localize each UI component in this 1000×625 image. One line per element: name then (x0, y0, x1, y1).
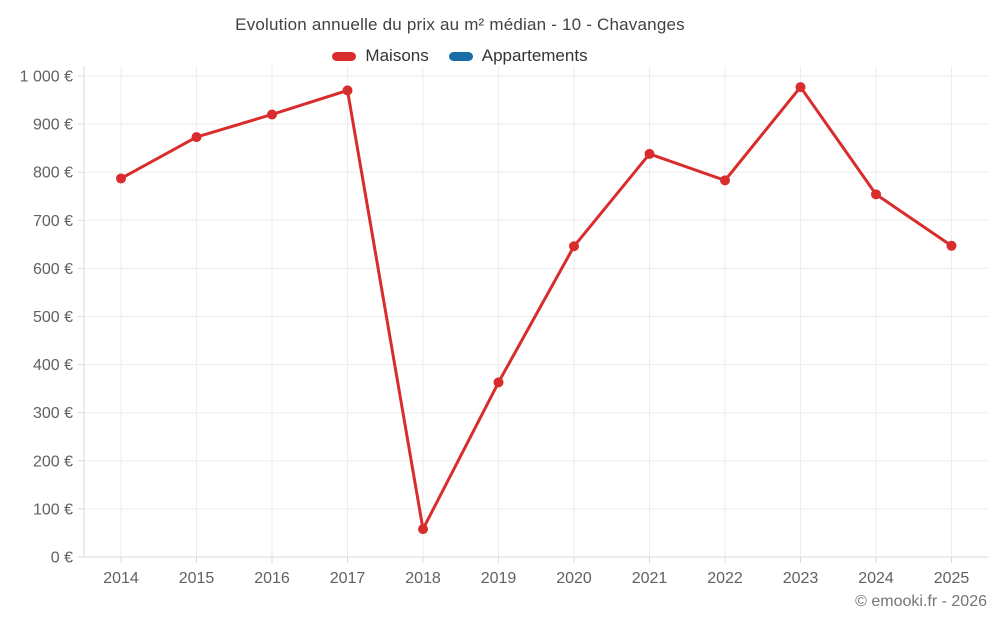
maisons-legend-swatch-icon (332, 51, 357, 61)
data-point-maisons-2023[interactable] (795, 82, 806, 93)
x-axis-label-2018: 2018 (405, 570, 441, 587)
x-axis-label-2019: 2019 (481, 570, 517, 587)
y-axis-label-900: 900 € (33, 117, 73, 134)
x-axis-label-2017: 2017 (330, 570, 366, 587)
x-axis-label-2020: 2020 (556, 570, 592, 587)
data-point-maisons-2024[interactable] (871, 189, 881, 200)
x-axis-label-2014: 2014 (103, 570, 139, 587)
x-axis-label-2015: 2015 (179, 570, 215, 587)
y-axis-label-800: 800 € (33, 165, 73, 182)
x-axis-label-2023: 2023 (783, 570, 819, 587)
data-point-maisons-2019[interactable] (493, 377, 504, 388)
x-axis-label-2016: 2016 (254, 570, 290, 587)
appartements-legend-swatch-icon (448, 51, 473, 61)
chart-legend: Maisons Appartements (0, 46, 920, 66)
data-point-maisons-2017[interactable] (342, 85, 353, 96)
data-point-maisons-2018[interactable] (418, 524, 428, 535)
y-axis-label-200: 200 € (33, 453, 73, 470)
data-point-maisons-2021[interactable] (644, 148, 655, 159)
data-point-maisons-2015[interactable] (191, 132, 202, 143)
data-point-maisons-2022[interactable] (720, 175, 730, 186)
y-axis-label-400: 400 € (33, 357, 73, 374)
data-point-maisons-2016[interactable] (267, 109, 277, 120)
y-axis-label-500: 500 € (33, 309, 73, 326)
data-point-maisons-2025[interactable] (946, 240, 957, 251)
y-axis-label-300: 300 € (33, 405, 73, 422)
legend-item-appartements[interactable]: Appartements (448, 46, 588, 66)
y-axis-label-100: 100 € (33, 501, 73, 518)
series-line-maisons (119, 85, 953, 531)
data-point-maisons-2014[interactable] (116, 173, 126, 184)
x-axis-label-2024: 2024 (858, 570, 894, 587)
x-axis-label-2022: 2022 (707, 570, 743, 587)
y-axis-label-1000: 1 000 € (20, 69, 73, 86)
legend-label-appartements: Appartements (481, 46, 588, 65)
chart-title: Evolution annuelle du prix au m² médian … (235, 15, 685, 34)
legend-label-maisons: Maisons (365, 46, 429, 65)
legend-item-maisons[interactable]: Maisons (332, 46, 429, 66)
data-point-maisons-2020[interactable] (569, 241, 579, 252)
x-axis-label-2021: 2021 (632, 570, 668, 587)
y-axis-label-0: 0 € (51, 550, 73, 567)
copyright-credit: © emooki.fr - 2026 (855, 593, 987, 610)
x-axis-label-2025: 2025 (934, 570, 970, 587)
y-axis-label-600: 600 € (33, 261, 73, 278)
y-axis-label-700: 700 € (33, 213, 73, 230)
